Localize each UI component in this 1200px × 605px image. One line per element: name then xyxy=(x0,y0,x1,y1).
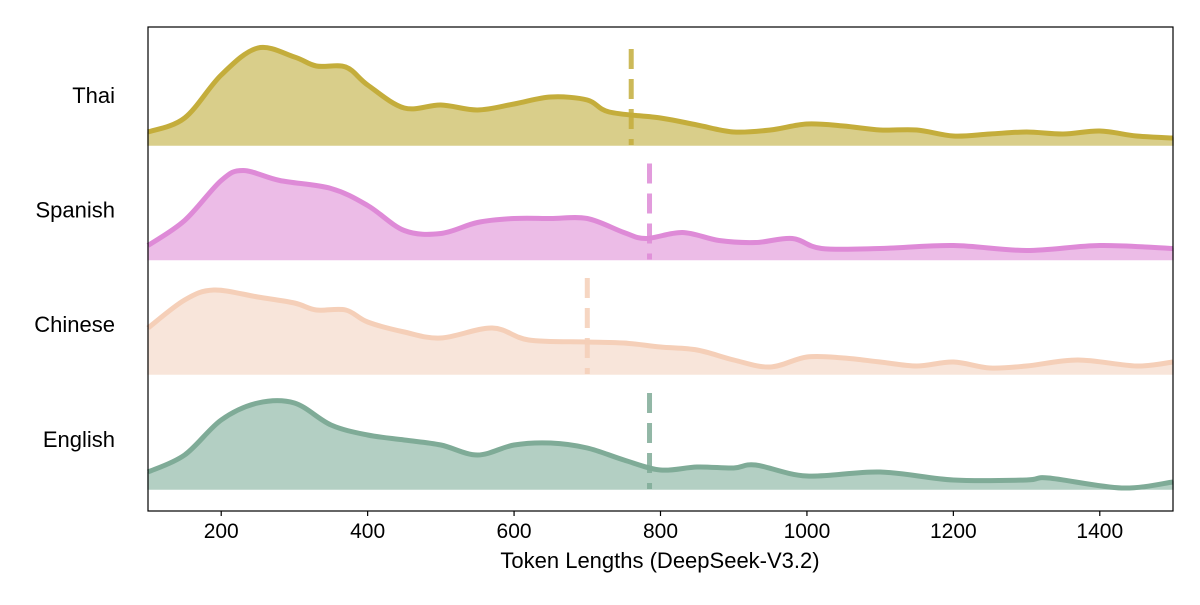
row-label: Thai xyxy=(72,83,115,108)
ridge-english xyxy=(146,393,1174,491)
row-label: English xyxy=(43,427,115,452)
x-tick-label: 1200 xyxy=(930,520,977,543)
x-tick-label: 600 xyxy=(497,520,532,543)
density-line xyxy=(146,168,1174,253)
x-tick-label: 400 xyxy=(350,520,385,543)
ridge-thai xyxy=(147,44,1174,146)
row-label: Spanish xyxy=(35,198,115,223)
x-tick-label: 1400 xyxy=(1076,520,1123,543)
density-line xyxy=(146,287,1174,371)
density-fill xyxy=(147,399,1174,490)
ridge-spanish xyxy=(146,163,1174,261)
row-labels: Thai Spanish Chinese English xyxy=(34,83,115,452)
density-line xyxy=(147,44,1174,141)
density-fill xyxy=(147,289,1174,375)
ridges xyxy=(146,44,1174,491)
x-tick-label: 1000 xyxy=(784,520,831,543)
ridge-chinese xyxy=(146,278,1174,375)
density-line xyxy=(146,398,1174,491)
x-axis-label: Token Lengths (DeepSeek-V3.2) xyxy=(500,548,819,573)
row-label: Chinese xyxy=(34,312,115,337)
x-tick-label: 200 xyxy=(204,520,239,543)
x-axis: 200 400 600 800 1000 1200 1400 xyxy=(204,511,1123,543)
x-tick-label: 800 xyxy=(643,520,678,543)
